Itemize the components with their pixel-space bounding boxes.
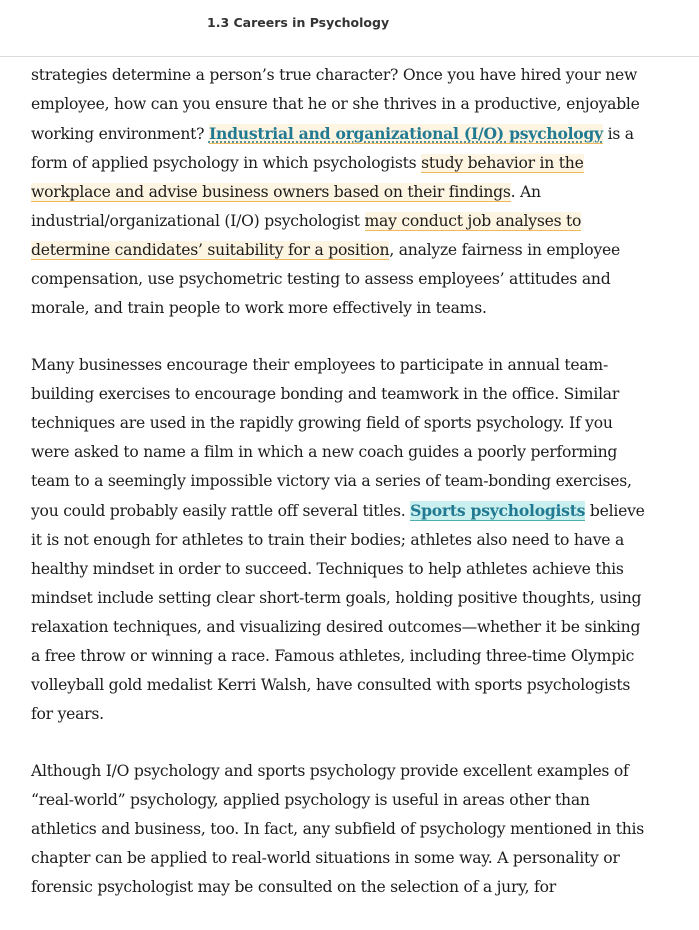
text: strategies determine a person’s true cha… — [31, 66, 640, 143]
chapter-title[interactable]: 1.3 Careers in Psychology — [207, 15, 390, 30]
key-term-io-psychology[interactable]: Industrial and organizational (I/O) psyc… — [208, 124, 603, 144]
text: believe it is not enough for athletes to… — [31, 502, 645, 723]
text: . An industrial/organizational (I/O) psy… — [31, 183, 541, 230]
text: Many businesses encourage their employee… — [31, 356, 632, 520]
paragraph-2: Many businesses encourage their employee… — [31, 351, 647, 729]
text: Although I/O psychology and sports psych… — [31, 762, 645, 896]
paragraph-1: strategies determine a person’s true cha… — [31, 61, 647, 323]
key-term-sports-psychologists[interactable]: Sports psychologists — [410, 501, 586, 521]
reading-content: strategies determine a person’s true cha… — [31, 61, 647, 930]
text: , analyze fairness in employee compensat… — [31, 241, 620, 317]
top-bar: 1.3 Careers in Psychology — [0, 0, 699, 57]
paragraph-3: Although I/O psychology and sports psych… — [31, 757, 647, 902]
text: is a form of applied psychology in which… — [31, 125, 634, 172]
